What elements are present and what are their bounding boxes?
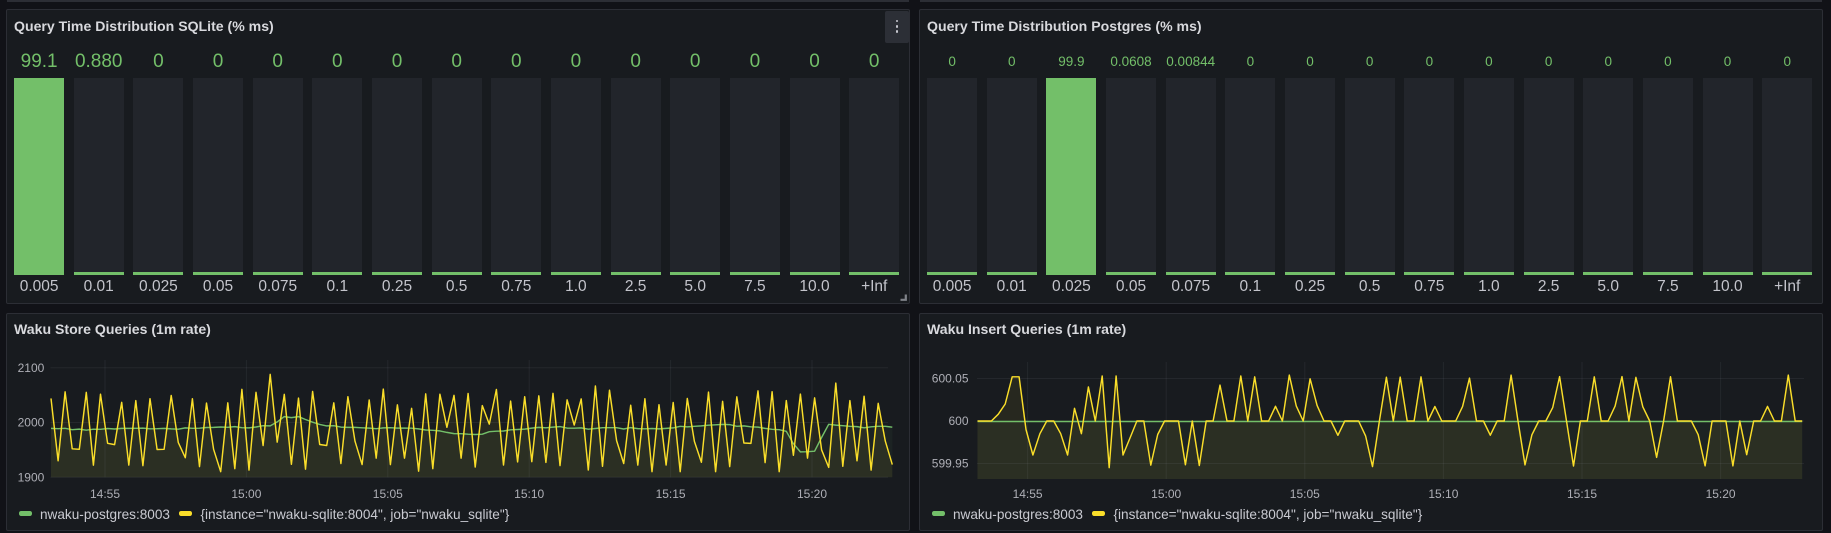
- svg-text:600.05: 600.05: [932, 372, 969, 386]
- svg-text:15:20: 15:20: [1706, 487, 1736, 501]
- svg-text:15:00: 15:00: [1151, 487, 1181, 501]
- svg-text:15:20: 15:20: [797, 487, 827, 501]
- svg-text:600: 600: [948, 414, 968, 428]
- svg-text:15:15: 15:15: [1567, 487, 1597, 501]
- svg-text:15:10: 15:10: [1428, 487, 1458, 501]
- svg-text:14:55: 14:55: [90, 487, 120, 501]
- svg-text:14:55: 14:55: [1013, 487, 1043, 501]
- svg-text:15:15: 15:15: [656, 487, 686, 501]
- svg-text:15:10: 15:10: [514, 487, 544, 501]
- svg-text:2100: 2100: [18, 361, 45, 375]
- svg-text:15:00: 15:00: [231, 487, 261, 501]
- svg-text:15:05: 15:05: [373, 487, 403, 501]
- svg-text:2000: 2000: [18, 416, 45, 430]
- svg-text:1900: 1900: [18, 471, 45, 485]
- svg-text:15:05: 15:05: [1290, 487, 1320, 501]
- svg-text:599.95: 599.95: [932, 457, 969, 471]
